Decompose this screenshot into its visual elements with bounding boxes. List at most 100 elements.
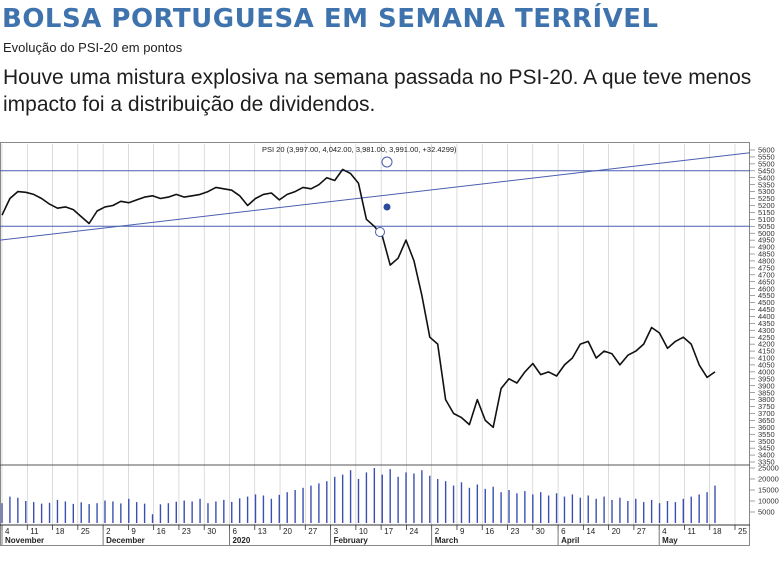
month-label: April [561,536,579,545]
price-tick-label: 5300 [758,187,775,196]
headline: BOLSA PORTUGUESA EM SEMANA TERRÍVEL [2,4,659,34]
subtitle: Evolução do PSI-20 em pontos [3,40,183,55]
price-tick-label: 5150 [758,208,775,217]
month-label: February [334,536,369,545]
time-tick-label: 16 [485,527,494,536]
volume-axis: 5000 10000 15000 20000 25000 [750,464,779,517]
time-tick-label: 11 [687,527,696,536]
price-tick-label: 4100 [758,354,775,363]
time-tick-label: 4 [5,527,10,536]
price-tick-label: 5050 [758,222,775,231]
time-tick-label: 20 [612,527,621,536]
price-tick-label: 4500 [758,298,775,307]
price-tick-label: 3350 [758,458,775,467]
annotation-icons [375,156,393,237]
price-tick-label: 4600 [758,284,775,293]
price-tick-label: 3500 [758,437,775,446]
price-tick-label: 4300 [758,326,775,335]
time-tick-label: 27 [637,527,646,536]
price-tick-label: 5000 [758,229,775,238]
price-tick-label: 5200 [758,201,775,210]
price-tick-label: 3450 [758,444,775,453]
price-tick-label: 5350 [758,180,775,189]
price-tick-label: 3900 [758,381,775,390]
price-tick-label: 4150 [758,347,775,356]
time-tick-label: 17 [384,527,393,536]
price-tick-label: 5100 [758,215,775,224]
psi20-chart: PSI 20 (3,997.00, 4,042.00, 3,981.00, 3,… [0,142,779,546]
time-tick-label: 9 [460,527,465,536]
time-tick-label: 23 [182,527,191,536]
chart-title: PSI 20 (3,997.00, 4,042.00, 3,981.00, 3,… [262,145,457,154]
time-tick-label: 2 [106,527,111,536]
month-label: December [106,536,145,545]
price-tick-label: 3550 [758,430,775,439]
month-label: 2020 [232,536,250,545]
time-tick-label: 20 [283,527,292,536]
price-tick-label: 3400 [758,451,775,460]
volume-tick-label: 20000 [758,475,779,484]
price-tick-label: 5500 [758,159,775,168]
lead-text: Houve uma mistura explosiva na semana pa… [3,66,752,116]
price-tick-label: 4550 [758,291,775,300]
price-tick-label: 3850 [758,388,775,397]
price-tick-label: 4350 [758,319,775,328]
dividend-drop-icon [383,203,391,211]
price-tick-label: 4250 [758,333,775,342]
price-tick-label: 5250 [758,194,775,203]
trend-line [0,152,751,241]
price-tick-label: 5550 [758,153,775,162]
time-tick-label: 16 [157,527,166,536]
time-tick-label: 23 [511,527,520,536]
month-label: November [5,536,44,545]
time-tick-label: 18 [713,527,722,536]
price-tick-label: 4400 [758,312,775,321]
time-tick-label: 11 [30,527,39,536]
price-line [1,168,716,429]
time-tick-label: 27 [308,527,317,536]
volume-tick-label: 10000 [758,497,779,506]
price-tick-label: 4050 [758,361,775,370]
time-tick-label: 25 [738,527,747,536]
price-tick-label: 3700 [758,409,775,418]
time-tick-label: 4 [662,527,667,536]
price-axis: 3350340034503500355036003650370037503800… [750,146,775,467]
time-tick-label: 6 [561,527,566,536]
price-tick-label: 4800 [758,257,775,266]
price-tick-label: 3650 [758,416,775,425]
volume-tick-label: 5000 [758,508,775,517]
price-tick-label: 5450 [758,166,775,175]
time-tick-label: 14 [586,527,595,536]
time-tick-label: 30 [207,527,216,536]
price-tick-label: 4850 [758,250,775,259]
time-axis: 4 11 18 25 2 9 16 23 30 6 13 20 27 3 10 17 24 2 9 16 23 30 6 14… [1,525,747,545]
price-tick-label: 5400 [758,173,775,182]
volume-tick-label: 25000 [758,464,779,473]
volume-tick-label: 15000 [758,486,779,495]
time-tick-label: 18 [56,527,65,536]
sad-face-icon [375,227,385,237]
price-tick-label: 3800 [758,395,775,404]
time-tick-label: 25 [81,527,90,536]
price-tick-label: 4450 [758,305,775,314]
price-tick-label: 3600 [758,423,775,432]
chart-grid [1,144,736,525]
time-tick-label: 6 [232,527,237,536]
price-tick-label: 4750 [758,263,775,272]
time-tick-label: 10 [359,527,368,536]
price-tick-label: 3750 [758,402,775,411]
price-tick-label: 4650 [758,277,775,286]
time-tick-label: 9 [131,527,136,536]
price-tick-label: 4000 [758,367,775,376]
volume-bars [1,468,716,523]
time-tick-label: 24 [409,527,418,536]
price-tick-label: 3950 [758,374,775,383]
price-tick-label: 5600 [758,146,775,155]
month-label: May [662,536,678,545]
time-tick-label: 30 [536,527,545,536]
time-tick-label: 2 [435,527,440,536]
price-tick-label: 4950 [758,236,775,245]
price-tick-label: 4200 [758,340,775,349]
event-marker-icon [381,156,393,168]
month-label: March [435,536,459,545]
